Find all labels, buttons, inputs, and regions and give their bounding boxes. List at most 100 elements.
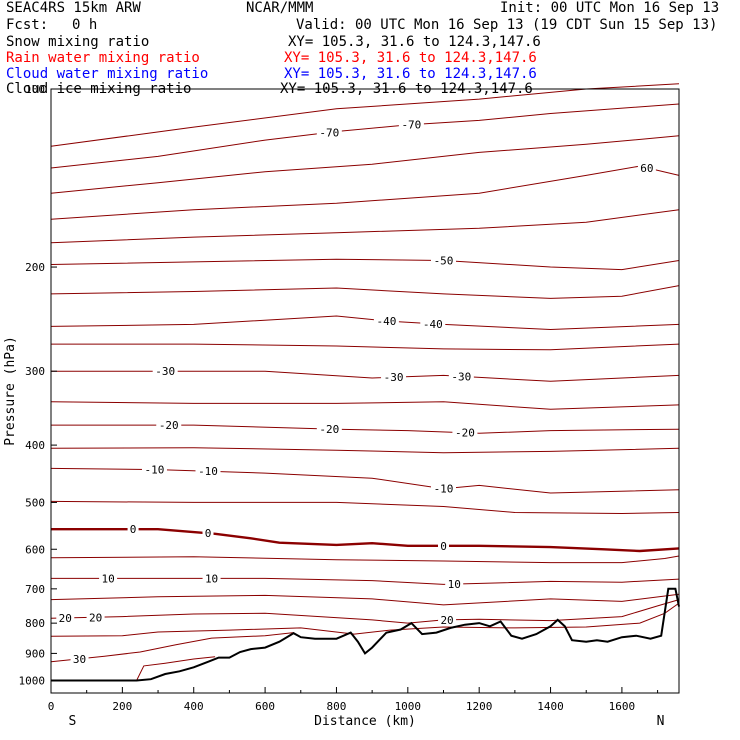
contour-label-bg	[637, 161, 656, 174]
contour-label-bg	[195, 465, 221, 478]
terrain-line	[51, 587, 680, 682]
contour-label-bg	[56, 611, 75, 624]
contour-label-bg	[99, 572, 118, 585]
field-snow-name: Snow mixing ratio	[6, 34, 150, 50]
contour-label: -50	[434, 255, 454, 268]
contour-label-bg	[152, 365, 178, 378]
contour-label: 10	[205, 572, 218, 585]
contour-label: -30	[451, 370, 471, 383]
isotherm-line	[50, 447, 680, 454]
contour-label-bg	[141, 463, 167, 476]
y-tick-label: 700	[25, 583, 45, 596]
contour-label: -10	[198, 465, 218, 478]
contour-label-bg	[70, 652, 89, 665]
contour-label: 20	[440, 614, 453, 627]
contour-label: -30	[384, 371, 404, 384]
contour-label-bg	[127, 523, 139, 536]
contour-label-bg	[452, 426, 478, 439]
center-label: NCAR/MMM	[246, 0, 314, 16]
isotherm-line	[51, 424, 680, 434]
contour-label: -40	[376, 315, 396, 328]
x-tick-label: 0	[48, 700, 55, 713]
x-tick-label: 600	[255, 700, 275, 713]
contour-label-bg	[445, 578, 464, 591]
contour-label: -30	[155, 365, 175, 378]
contour-label: 10	[448, 578, 461, 591]
contour-label: -70	[401, 119, 421, 132]
isotherm-line	[51, 528, 680, 553]
isotherm-line	[50, 103, 680, 169]
isotherm-line	[50, 602, 680, 637]
field-cloudwater-name: Cloud water mixing ratio	[6, 66, 209, 82]
contour-label: -10	[434, 483, 454, 496]
fcst-value: 0 h	[72, 17, 98, 33]
isotherm-line	[51, 370, 680, 382]
y-tick-label: 900	[25, 647, 45, 660]
fcst-label: Fcst:	[6, 17, 49, 33]
isotherm-line	[136, 656, 216, 681]
x-tick-label: 800	[327, 700, 347, 713]
contour-label-bg	[202, 572, 221, 585]
isotherm-line	[50, 467, 680, 494]
y-tick-label: 200	[25, 261, 45, 274]
x-tick-label: 400	[184, 700, 204, 713]
contour-label-bg	[431, 482, 456, 495]
y-tick-label: 600	[25, 543, 45, 556]
endpoint-left: S	[68, 714, 76, 729]
contour-label: 0	[440, 540, 447, 553]
x-tick-label: 1200	[466, 700, 493, 713]
field-rain-name: Rain water mixing ratio	[6, 50, 200, 66]
y-tick-label: 1000	[19, 674, 46, 687]
contour-label-bg	[156, 419, 182, 432]
y-axis-label: Pressure (hPa)	[3, 336, 18, 446]
contour-label: -10	[145, 464, 165, 477]
isotherm-contours: -70 -70 60 -50 -40 -40 -30 -30 -30 -20 -20 -20 -10 -1…	[50, 83, 680, 681]
isotherm-line	[50, 135, 680, 194]
contour-label: 0	[130, 523, 137, 536]
contour-label: -20	[455, 427, 475, 440]
endpoint-right: N	[657, 714, 665, 729]
contour-label: -20	[319, 423, 339, 436]
isotherm-line	[50, 165, 680, 220]
contour-label-bg	[316, 422, 342, 435]
isotherm-line	[50, 599, 680, 624]
contour-label: 10	[101, 572, 114, 585]
contour-label: -70	[319, 126, 339, 139]
valid-time: Valid: 00 UTC Mon 16 Sep 13 (19 CDT Sun …	[296, 17, 718, 33]
contour-label: 20	[59, 612, 72, 625]
x-tick-label: 1000	[395, 700, 422, 713]
x-tick-label: 1400	[537, 700, 564, 713]
contour-label: 0	[205, 527, 212, 540]
field-snow-xy: XY= 105.3, 31.6 to 124.3,147.6	[288, 34, 541, 50]
y-tick-label: 400	[25, 439, 45, 452]
isotherm-line	[50, 285, 680, 299]
isotherm-line	[50, 83, 680, 147]
isotherm-line	[50, 555, 680, 564]
isotherm-line	[50, 593, 680, 606]
contour-label: 20	[89, 611, 102, 624]
contour-label-bg	[438, 613, 457, 626]
terrain	[51, 587, 680, 682]
contour-label-bg	[448, 370, 474, 383]
x-tick-label: 1600	[609, 700, 636, 713]
contour-label-bg	[86, 611, 105, 624]
y-tick-label: 500	[25, 496, 45, 509]
plot-frame	[50, 88, 680, 694]
y-tick-label: 800	[25, 617, 45, 630]
contour-label: -40	[423, 318, 443, 331]
init-time: Init: 00 UTC Mon 16 Sep 13	[500, 0, 720, 16]
contour-label: -20	[159, 419, 179, 432]
isotherm-line	[50, 258, 680, 271]
axes: 0 200 400 600 800 1000 1200 1400 160020030040050…	[19, 83, 659, 713]
contour-label-bg	[373, 314, 399, 327]
isotherm-line	[50, 209, 680, 244]
contour-label-bg	[202, 527, 214, 540]
field-cloudwater-xy: XY= 105.3, 31.6 to 124.3,147.6	[284, 66, 537, 82]
contour-label-bg	[381, 371, 407, 384]
x-axis-label: Distance (km)	[314, 714, 416, 729]
model-title: SEAC4RS 15km ARW	[6, 0, 141, 16]
isotherm-line	[50, 315, 680, 331]
isotherm-line	[50, 401, 680, 410]
isotherm-line	[51, 343, 680, 351]
